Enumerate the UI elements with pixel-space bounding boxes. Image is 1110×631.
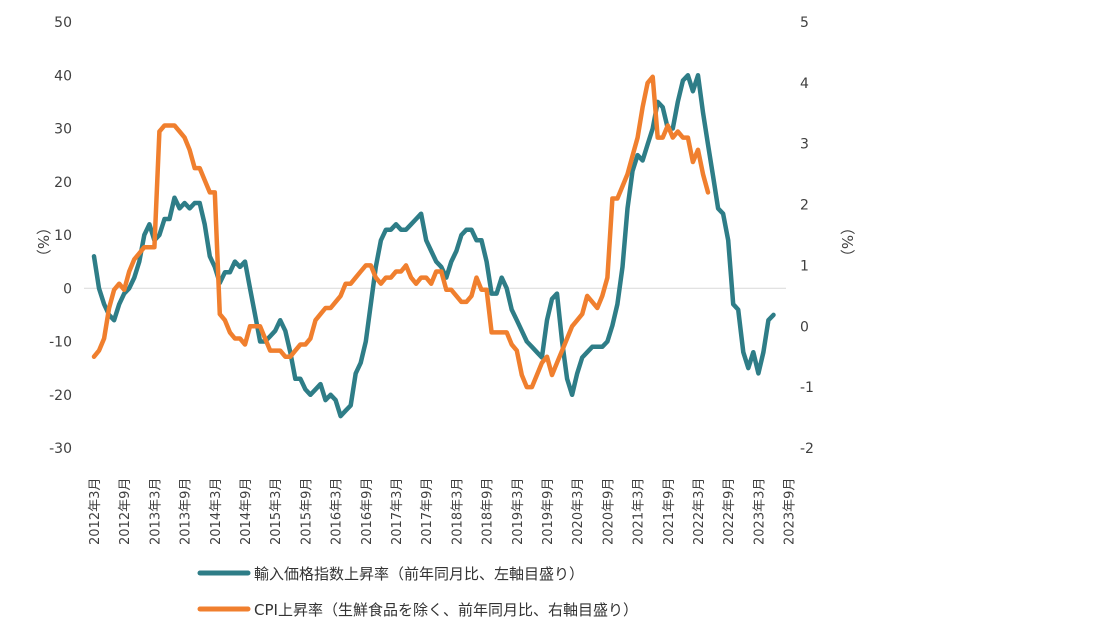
x-tick-label: 2017年9月: [420, 478, 435, 545]
x-tick-label: 2015年3月: [269, 478, 284, 545]
series-line-import-price: [91, 73, 776, 419]
y-left-tick-label: -30: [49, 441, 72, 457]
y-right-tick-label: -2: [800, 441, 814, 457]
y-axis-right-label: （%）: [838, 220, 856, 264]
x-tick-label: 2015年9月: [299, 478, 314, 545]
x-tick-label: 2013年9月: [179, 478, 194, 545]
x-tick-label: 2018年3月: [450, 478, 465, 545]
x-tick-label: 2023年3月: [752, 478, 767, 545]
y-left-tick-label: 20: [54, 175, 72, 191]
y-left-tick-label: 10: [54, 228, 72, 244]
x-tick-label: 2016年9月: [360, 478, 375, 545]
legend-label-import-price: 輸入価格指数上昇率（前年同月比、左軸目盛り）: [254, 565, 584, 583]
x-tick-label: 2022年3月: [692, 478, 707, 545]
y-axis-left-label: （%）: [34, 220, 52, 264]
x-tick-label: 2012年3月: [88, 478, 103, 545]
y-left-tick-label: 40: [54, 68, 72, 84]
x-tick-label: 2014年3月: [209, 478, 224, 545]
x-tick-label: 2021年3月: [632, 478, 647, 545]
x-tick-label: 2022年9月: [722, 478, 737, 545]
x-tick-label: 2019年9月: [541, 478, 556, 545]
legend: 輸入価格指数上昇率（前年同月比、左軸目盛り） CPI上昇率（生鮮食品を除く、前年…: [197, 565, 638, 619]
y-right-tick-label: 0: [800, 319, 809, 335]
y-right-tick-label: 1: [800, 258, 809, 274]
x-tick-label: 2017年3月: [390, 478, 405, 545]
y-left-tick-label: 50: [54, 15, 72, 31]
y-left-tick-label: -10: [49, 335, 72, 351]
x-tick-label: 2020年3月: [571, 478, 586, 545]
x-tick-label: 2014年9月: [239, 478, 254, 545]
y-right-tick-label: 3: [800, 137, 809, 153]
y-right-tick-label: -1: [800, 380, 814, 396]
legend-label-cpi: CPI上昇率（生鮮食品を除く、前年同月比、右軸目盛り）: [254, 601, 638, 619]
y-right-tick-label: 5: [800, 15, 809, 31]
x-tick-label: 2021年9月: [662, 478, 677, 545]
series-line-cpi: [91, 74, 711, 390]
x-tick-label: 2016年3月: [330, 478, 345, 545]
x-tick-label: 2019年3月: [511, 478, 526, 545]
y-axis-right-ticks: 5 4 3 2 1 0 -1 -2: [800, 15, 814, 457]
series-lines: [91, 73, 776, 419]
x-tick-label: 2018年9月: [481, 478, 496, 545]
y-left-tick-label: -20: [49, 388, 72, 404]
x-tick-label: 2020年9月: [601, 478, 616, 545]
x-tick-label: 2013年3月: [148, 478, 163, 545]
y-axis-left-ticks: 50 40 30 20 10 0 -10 -20 -30: [49, 15, 72, 457]
x-axis-ticks: 2012年3月 2012年9月 2013年3月 2013年9月 2014年3月 2014年…: [88, 478, 798, 545]
x-tick-label: 2012年9月: [118, 478, 133, 545]
y-left-tick-label: 30: [54, 122, 72, 138]
x-tick-label: 2023年9月: [783, 478, 798, 545]
y-right-tick-label: 2: [800, 198, 809, 214]
y-left-tick-label: 0: [63, 281, 72, 297]
y-right-tick-label: 4: [800, 76, 809, 92]
